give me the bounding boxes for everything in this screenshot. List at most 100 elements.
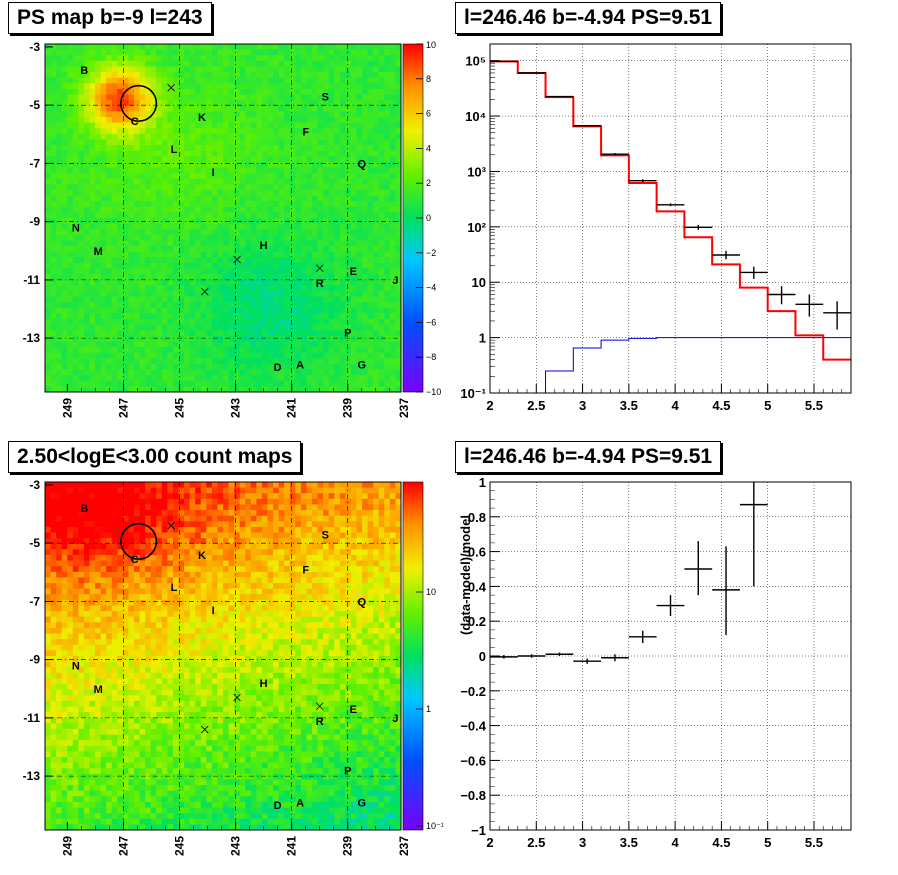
x-tick-label: 245 [173,398,187,418]
heatmap-cell [273,167,280,174]
heatmap-cell [167,251,174,258]
heatmap-cell [356,49,363,56]
heatmap-cell [284,94,291,101]
heatmap-cell [223,380,229,387]
heatmap-cell [122,319,129,326]
heatmap-cell [167,302,174,309]
heatmap-cell [172,212,179,219]
heatmap-cell [172,482,179,489]
heatmap-cell [106,240,113,247]
heatmap-cell [178,60,185,67]
heatmap-cell [172,285,179,292]
heatmap-cell [45,156,51,163]
heatmap-cell [161,341,168,348]
heatmap-cell [61,375,68,382]
heatmap-cell [312,526,318,533]
heatmap-cell [200,341,207,348]
heatmap-cell [217,313,224,320]
heatmap-cell [306,313,313,320]
heatmap-cell [217,498,224,505]
heatmap-cell [106,549,113,556]
heatmap-cell [267,55,274,62]
heatmap-cell [378,307,385,314]
heatmap-cell [106,543,113,550]
heatmap-cell [78,212,85,219]
heatmap-cell [362,44,369,51]
heatmap-cell [323,173,330,180]
heatmap-cell [306,240,313,247]
heatmap-cell [50,257,57,264]
heatmap-cell [211,133,218,140]
heatmap-cell [50,212,57,219]
heatmap-cell [228,386,235,393]
heatmap-cell [61,380,68,387]
heatmap-cell [228,279,235,286]
heatmap-cell [228,234,235,241]
heatmap-cell [89,279,96,286]
heatmap-cell [150,189,157,196]
heatmap-cell [56,380,63,387]
heatmap-cell [134,319,140,326]
heatmap-cell [295,274,302,281]
heatmap-cell [89,206,96,213]
heatmap-cell [245,510,252,517]
heatmap-cell [167,128,174,135]
heatmap-cell [256,150,263,157]
heatmap-cell [156,150,163,157]
heatmap-cell [328,60,335,67]
heatmap-cell [245,285,252,292]
heatmap-cell [334,212,341,219]
heatmap-cell [189,83,196,90]
heatmap-cell [78,358,85,365]
heatmap-cell [267,218,274,225]
heatmap-cell [167,229,174,236]
heatmap-cell [306,218,313,225]
heatmap-cell [150,262,157,269]
heatmap-cell [345,335,352,342]
heatmap-cell [56,307,63,314]
heatmap-cell [378,229,385,236]
heatmap-cell [384,116,391,123]
heatmap-cell [328,240,335,247]
heatmap-cell [367,184,374,191]
heatmap-cell [83,341,90,348]
heatmap-cell [150,268,157,275]
heatmap-cell [350,330,357,337]
heatmap-cell [328,145,335,152]
heatmap-cell [67,274,74,281]
heatmap-cell [45,274,51,281]
heatmap-cell [67,543,74,550]
heatmap-cell [111,493,118,500]
heatmap-cell [267,363,274,370]
heatmap-cell [289,128,296,135]
heatmap-cell [350,324,357,331]
heatmap-cell [295,83,302,90]
ps-map-title: PS map b=-9 l=243 [8,2,212,34]
heatmap-cell [373,234,380,241]
heatmap-cell [345,363,352,370]
heatmap-cell [323,44,330,51]
heatmap-cell [67,156,74,163]
heatmap-cell [239,532,246,539]
heatmap-cell [228,538,235,545]
heatmap-cell [339,122,346,129]
heatmap-cell [228,274,235,281]
heatmap-cell [323,184,330,191]
heatmap-cell [161,251,168,258]
heatmap-cell [184,60,191,67]
heatmap-cell [89,504,96,511]
heatmap-cell [189,201,196,208]
heatmap-cell [289,44,296,51]
heatmap-cell [378,335,385,342]
heatmap-cell [145,156,152,163]
heatmap-cell [250,307,257,314]
heatmap-cell [211,487,218,494]
heatmap-cell [284,352,291,359]
heatmap-cell [189,493,196,500]
heatmap-cell [389,178,396,185]
heatmap-cell [61,145,68,152]
heatmap-cell [217,173,224,180]
heatmap-cell [339,145,346,152]
heatmap-cell [184,313,191,320]
heatmap-cell [334,335,341,342]
